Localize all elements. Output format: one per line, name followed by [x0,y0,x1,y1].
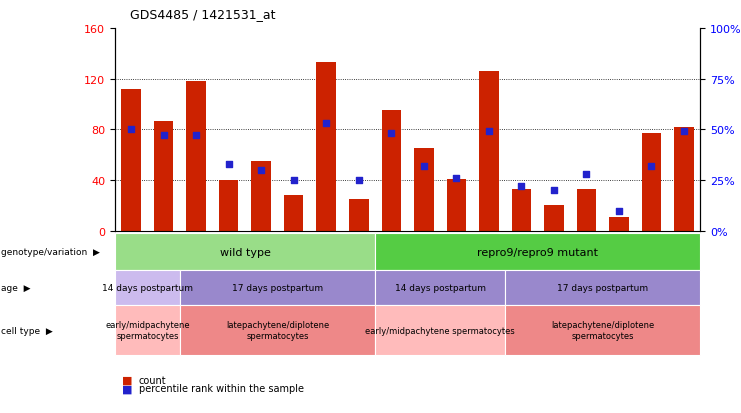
Text: percentile rank within the sample: percentile rank within the sample [139,383,304,393]
Text: wild type: wild type [219,247,270,257]
Point [580,171,592,178]
Point [385,131,397,138]
Text: 14 days postpartum: 14 days postpartum [394,284,485,292]
Bar [349,199,368,231]
Bar [219,180,239,231]
Bar [511,190,531,231]
Bar [576,190,597,231]
Bar [251,162,271,231]
Bar [122,90,141,231]
Text: 17 days postpartum: 17 days postpartum [232,284,323,292]
Text: ■: ■ [122,383,133,393]
Text: latepachytene/diplotene
spermatocytes: latepachytene/diplotene spermatocytes [551,321,654,340]
Text: repro9/repro9 mutant: repro9/repro9 mutant [477,247,598,257]
Bar [479,72,499,231]
Bar [284,196,304,231]
Point [418,163,430,170]
Bar [609,217,628,231]
Point [483,129,495,135]
Point [353,177,365,184]
Point [451,176,462,182]
Text: 17 days postpartum: 17 days postpartum [557,284,648,292]
Point [516,183,528,190]
Text: GDS4485 / 1421531_at: GDS4485 / 1421531_at [130,8,275,21]
Text: latepachytene/diplotene
spermatocytes: latepachytene/diplotene spermatocytes [226,321,329,340]
Bar [154,121,173,231]
Text: cell type  ▶: cell type ▶ [1,326,53,335]
Text: count: count [139,375,166,385]
Point [548,188,559,194]
Bar [382,111,401,231]
Bar [414,149,433,231]
Point [158,133,170,140]
Text: 14 days postpartum: 14 days postpartum [102,284,193,292]
Point [223,161,235,168]
Point [320,121,332,127]
Point [190,133,202,140]
Point [613,208,625,214]
Text: early/midpachytene
spermatocytes: early/midpachytene spermatocytes [105,321,190,340]
Text: age  ▶: age ▶ [1,284,31,292]
Bar [642,134,661,231]
Bar [674,128,694,231]
Bar [316,63,336,231]
Bar [187,82,206,231]
Text: early/midpachytene spermatocytes: early/midpachytene spermatocytes [365,326,515,335]
Text: ■: ■ [122,375,133,385]
Point [678,129,690,135]
Point [125,127,137,133]
Text: genotype/variation  ▶: genotype/variation ▶ [1,247,100,256]
Point [255,167,267,174]
Point [645,163,657,170]
Bar [544,206,564,231]
Bar [447,179,466,231]
Point [288,177,299,184]
